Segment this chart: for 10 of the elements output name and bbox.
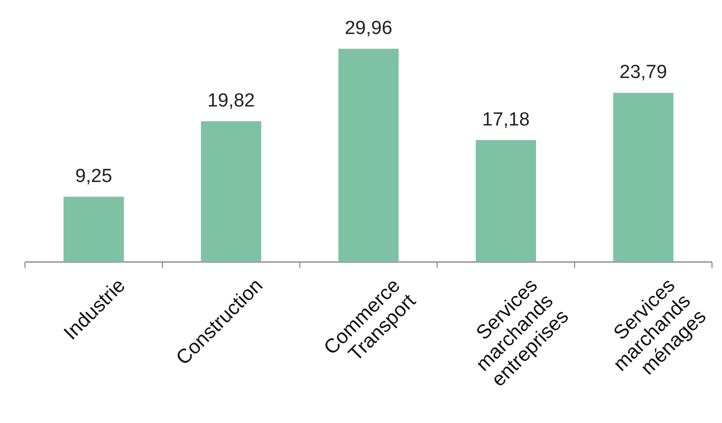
data-label: 29,96 — [344, 18, 392, 39]
data-label: 9,25 — [75, 166, 112, 187]
bar — [612, 91, 675, 263]
bar — [62, 195, 126, 263]
bar — [474, 138, 538, 263]
data-label: 23,79 — [620, 62, 668, 84]
bar — [336, 47, 400, 263]
data-label: 17,18 — [482, 109, 530, 130]
data-label: 19,82 — [207, 90, 255, 112]
bar — [199, 120, 263, 263]
